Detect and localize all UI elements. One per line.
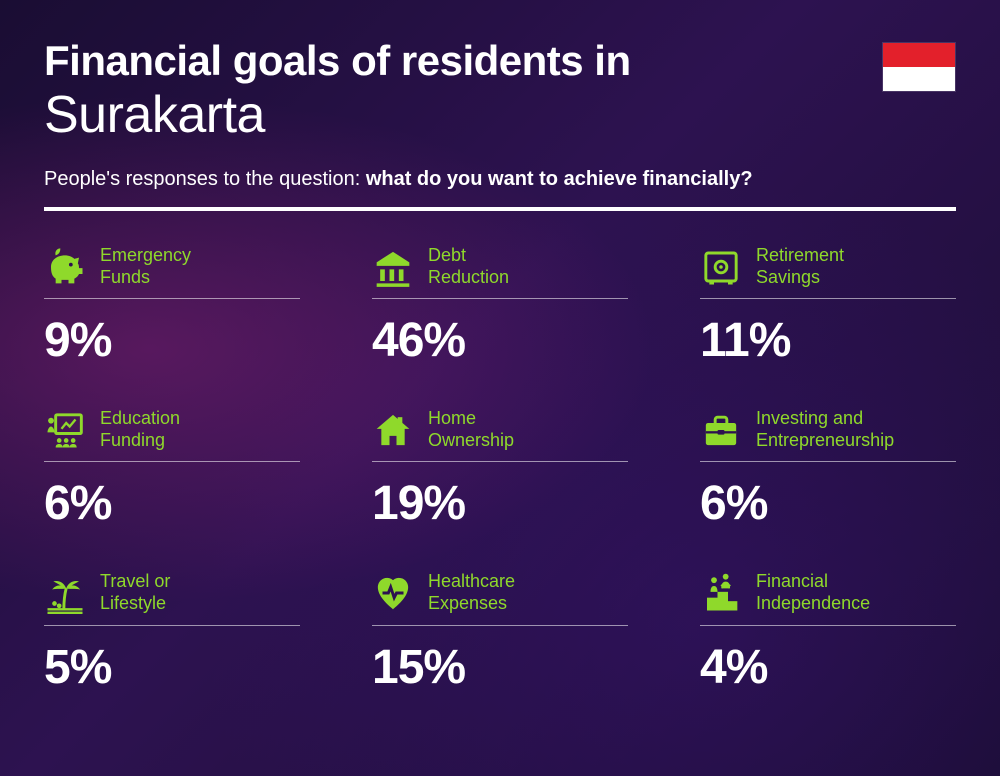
title-city: Surakarta — [44, 86, 956, 146]
stat-debt-reduction: DebtReduction 46% — [372, 245, 628, 368]
stat-top: Travel orLifestyle — [44, 571, 300, 625]
house-icon — [372, 409, 414, 451]
stat-education-funding: EducationFunding 6% — [44, 408, 300, 531]
label-line1: Home — [428, 408, 476, 428]
stat-label: DebtReduction — [428, 245, 509, 288]
label-line1: Travel or — [100, 571, 170, 591]
stat-label: HealthcareExpenses — [428, 571, 515, 614]
stat-financial-independence: FinancialIndependence 4% — [700, 571, 956, 694]
briefcase-icon — [700, 409, 742, 451]
heart-pulse-icon — [372, 572, 414, 614]
label-line2: Ownership — [428, 430, 514, 450]
country-flag — [882, 42, 956, 92]
stat-label: FinancialIndependence — [756, 571, 870, 614]
stat-healthcare-expenses: HealthcareExpenses 15% — [372, 571, 628, 694]
stat-label: HomeOwnership — [428, 408, 514, 451]
stat-label: RetirementSavings — [756, 245, 844, 288]
palm-icon — [44, 572, 86, 614]
bank-icon — [372, 246, 414, 288]
stat-value: 11% — [700, 313, 956, 368]
stat-retirement-savings: RetirementSavings 11% — [700, 245, 956, 368]
label-line1: Retirement — [756, 245, 844, 265]
subtitle-bold: what do you want to achieve financially? — [366, 168, 753, 190]
stat-top: EducationFunding — [44, 408, 300, 462]
label-line2: Savings — [756, 267, 820, 287]
piggy-bank-icon — [44, 246, 86, 288]
label-line2: Entrepreneurship — [756, 430, 894, 450]
label-line1: Healthcare — [428, 571, 515, 591]
label-line2: Funds — [100, 267, 150, 287]
stat-label: Investing andEntrepreneurship — [756, 408, 894, 451]
subtitle: People's responses to the question: what… — [44, 168, 956, 191]
flag-stripe-bottom — [883, 67, 955, 91]
stat-value: 4% — [700, 640, 956, 695]
flag-stripe-top — [883, 43, 955, 67]
podium-icon — [700, 572, 742, 614]
presentation-icon — [44, 409, 86, 451]
label-line1: Emergency — [100, 245, 191, 265]
label-line1: Financial — [756, 571, 828, 591]
stat-top: Investing andEntrepreneurship — [700, 408, 956, 462]
label-line1: Education — [100, 408, 180, 428]
stats-grid: EmergencyFunds 9% DebtReduction 46% Reti… — [44, 245, 956, 695]
label-line2: Funding — [100, 430, 165, 450]
stat-travel-lifestyle: Travel orLifestyle 5% — [44, 571, 300, 694]
stat-top: FinancialIndependence — [700, 571, 956, 625]
label-line1: Debt — [428, 245, 466, 265]
title-prefix: Financial goals of residents in — [44, 38, 956, 84]
stat-top: DebtReduction — [372, 245, 628, 299]
stat-label: EducationFunding — [100, 408, 180, 451]
stat-value: 46% — [372, 313, 628, 368]
stat-top: EmergencyFunds — [44, 245, 300, 299]
stat-label: EmergencyFunds — [100, 245, 191, 288]
stat-investing-entrepreneurship: Investing andEntrepreneurship 6% — [700, 408, 956, 531]
stat-value: 9% — [44, 313, 300, 368]
stat-emergency-funds: EmergencyFunds 9% — [44, 245, 300, 368]
stat-top: RetirementSavings — [700, 245, 956, 299]
stat-top: HealthcareExpenses — [372, 571, 628, 625]
stat-value: 15% — [372, 640, 628, 695]
label-line1: Investing and — [756, 408, 863, 428]
stat-value: 6% — [700, 476, 956, 531]
header-divider — [44, 207, 956, 211]
safe-icon — [700, 246, 742, 288]
stat-value: 19% — [372, 476, 628, 531]
stat-home-ownership: HomeOwnership 19% — [372, 408, 628, 531]
stat-value: 5% — [44, 640, 300, 695]
stat-value: 6% — [44, 476, 300, 531]
label-line2: Lifestyle — [100, 593, 166, 613]
label-line2: Reduction — [428, 267, 509, 287]
label-line2: Independence — [756, 593, 870, 613]
stat-top: HomeOwnership — [372, 408, 628, 462]
stat-label: Travel orLifestyle — [100, 571, 170, 614]
header: Financial goals of residents in Surakart… — [44, 38, 956, 211]
label-line2: Expenses — [428, 593, 507, 613]
subtitle-plain: People's responses to the question: — [44, 168, 366, 190]
